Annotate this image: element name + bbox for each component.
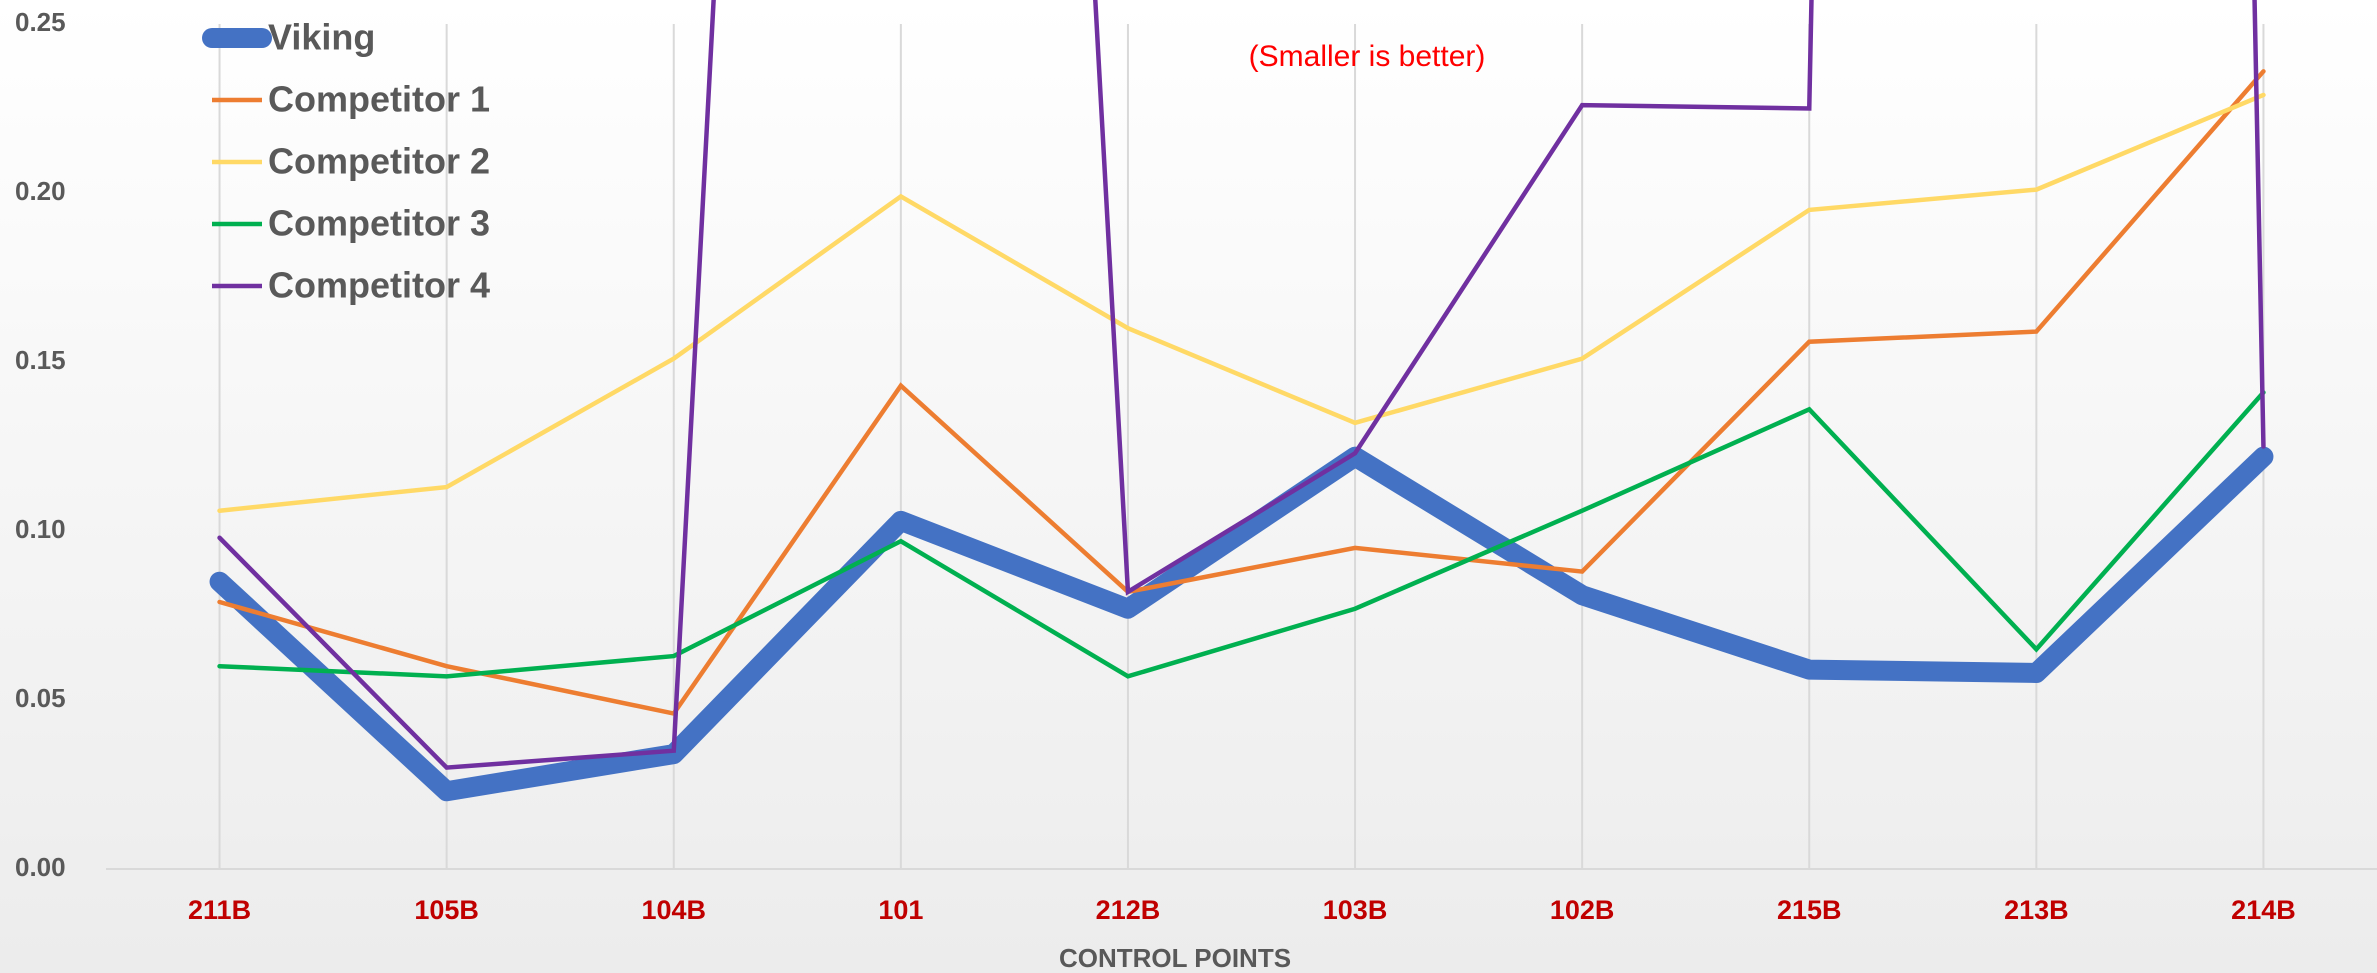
- x-tick-label: 105B: [414, 895, 479, 925]
- y-tick-label: 0.05: [15, 683, 66, 713]
- x-tick-label: 213B: [2004, 895, 2069, 925]
- legend-label: Competitor 1: [268, 79, 490, 120]
- legend-label: Competitor 2: [268, 141, 490, 182]
- y-tick-label: 0.20: [15, 176, 66, 206]
- x-tick-label: 101: [878, 895, 923, 925]
- x-axis-title: CONTROL POINTS: [1059, 943, 1291, 973]
- legend-label: Competitor 3: [268, 203, 490, 244]
- legend-label: Competitor 4: [268, 265, 490, 306]
- x-tick-label: 211B: [188, 895, 251, 925]
- x-tick-label: 215B: [1777, 895, 1842, 925]
- labels: 0.00 0.05 0.10 0.15 0.20 0.25 211B 105B 104B 101 2…: [15, 7, 2296, 925]
- x-tick-label: 103B: [1323, 895, 1388, 925]
- y-tick-label: 0.15: [15, 345, 66, 375]
- y-tick-label: 0.00: [15, 852, 66, 882]
- y-tick-label: 0.10: [15, 514, 66, 544]
- series-line: [217, 92, 2266, 513]
- x-tick-label: 212B: [1096, 895, 1161, 925]
- series-line: [217, 0, 2266, 770]
- x-tick-label: 102B: [1550, 895, 1615, 925]
- annotation: (Smaller is better): [1249, 40, 1486, 73]
- x-tick-label: 104B: [641, 895, 706, 925]
- legend-label: Viking: [268, 17, 375, 58]
- series-line: [217, 390, 2266, 679]
- plot-area: [209, 0, 2274, 802]
- series-line: [209, 446, 2274, 802]
- series-line: [217, 69, 2266, 717]
- x-tick-label: 214B: [2231, 895, 2296, 925]
- y-tick-label: 0.25: [15, 7, 66, 37]
